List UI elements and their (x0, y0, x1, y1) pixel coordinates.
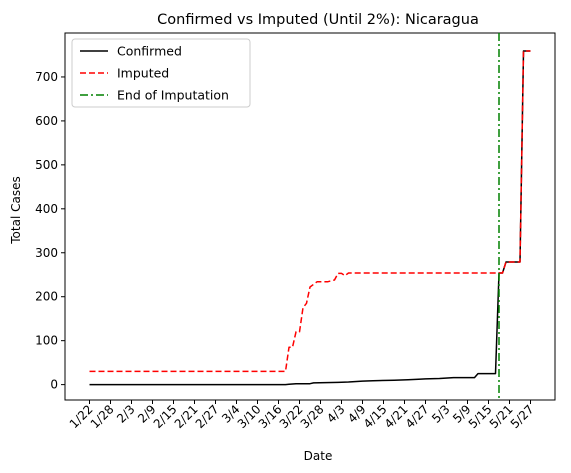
y-tick-label: 200 (35, 290, 58, 304)
legend-label: Imputed (117, 66, 169, 81)
y-axis: 0 100 200 300 400 500 600 700 (35, 70, 65, 392)
y-tick-label: 300 (35, 246, 58, 260)
chart-title: Confirmed vs Imputed (Until 2%): Nicarag… (157, 12, 479, 28)
x-tick-label: 1/28 (88, 402, 117, 431)
x-tick-label: 5/3 (429, 402, 453, 426)
plot-area (64, 32, 556, 401)
y-tick-label: 400 (35, 202, 58, 216)
x-tick-label: 4/27 (403, 402, 432, 431)
y-tick-label: 0 (50, 378, 58, 392)
series-line-imputed (89, 50, 531, 373)
y-tick-label: 700 (35, 70, 58, 84)
y-tick-label: 600 (35, 114, 58, 128)
x-tick-label: 2/3 (114, 402, 138, 426)
x-tick-label: 2/27 (193, 402, 222, 431)
legend: Confirmed Imputed End of Imputation (71, 38, 251, 108)
x-tick-label: 4/3 (324, 402, 348, 426)
y-axis-title: Total Cases (9, 176, 23, 244)
y-tick-label: 500 (35, 158, 58, 172)
x-tick-label: 3/28 (298, 402, 327, 431)
plot-frame (64, 32, 556, 401)
x-axis-title: Date (304, 449, 333, 463)
x-axis: 1/221/282/32/92/152/212/273/43/103/163/2… (67, 400, 537, 431)
legend-label: Confirmed (117, 44, 182, 59)
legend-label: End of Imputation (117, 88, 229, 103)
legend-box (71, 38, 251, 108)
y-tick-label: 100 (35, 334, 58, 348)
x-tick-label: 5/27 (508, 402, 537, 431)
